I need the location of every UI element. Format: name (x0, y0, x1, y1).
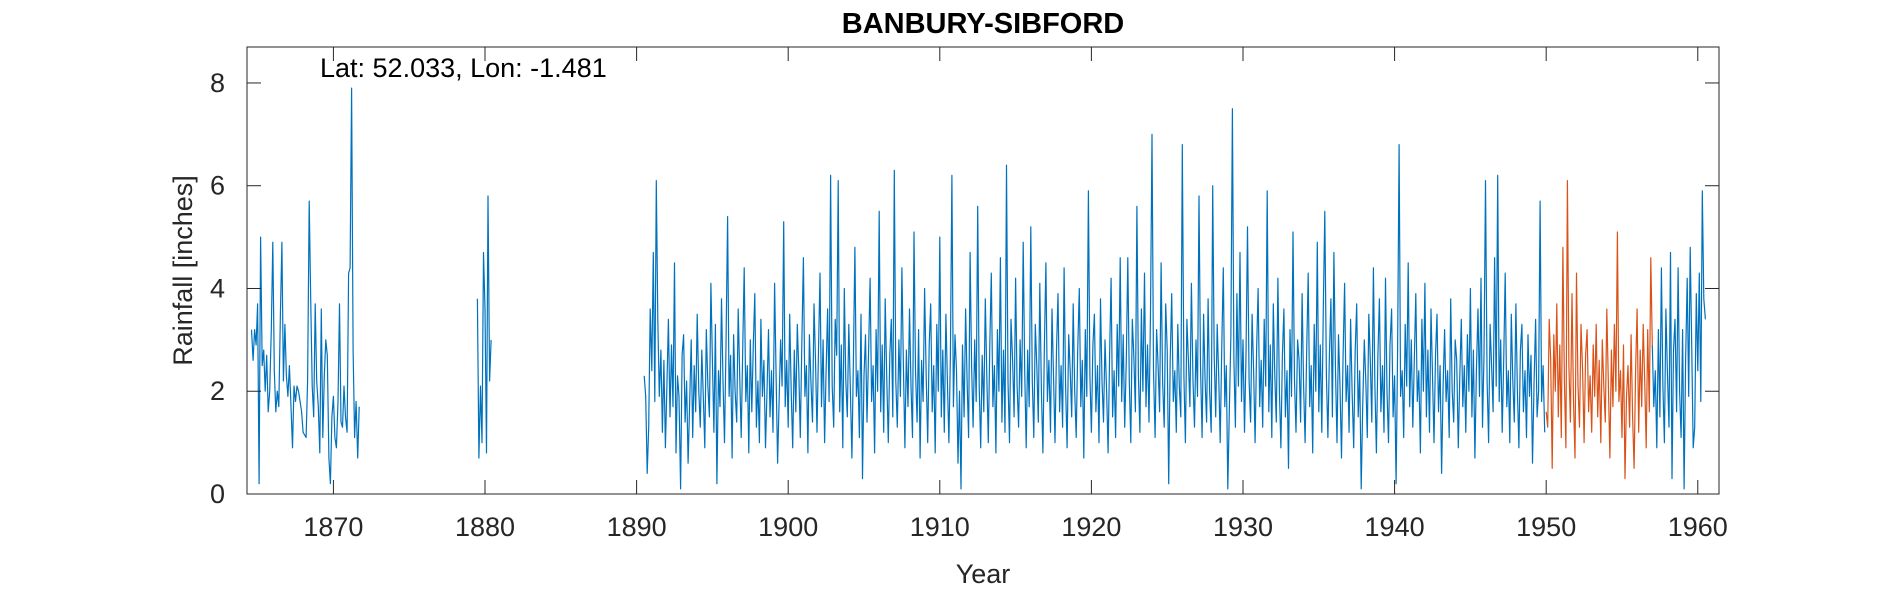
tick-layer: 1870 1880 1890 1900 1910 1920 1930 1940 1950 1960… (210, 47, 1728, 542)
x-tick-label-1910: 1910 (910, 512, 970, 542)
y-tick-label-6: 6 (210, 171, 225, 201)
x-tick-label-1890: 1890 (607, 512, 667, 542)
series-layer (250, 87, 1706, 490)
series-1-line-segment-4 (1651, 190, 1706, 490)
x-tick-label-1950: 1950 (1516, 512, 1576, 542)
series-1-line-segment-3 (643, 108, 1546, 490)
x-tick-label-1940: 1940 (1365, 512, 1425, 542)
y-tick-label-2: 2 (210, 376, 225, 406)
chart-title: BANBURY-SIBFORD (842, 8, 1124, 40)
x-axis-label: Year (956, 559, 1011, 589)
axes-box (246, 46, 1720, 495)
series-1-line-segment-2 (476, 195, 492, 459)
y-tick-label-4: 4 (210, 273, 225, 303)
y-axis-label: Rainfall [inches] (168, 175, 198, 366)
series-2-line-segment-1 (1545, 180, 1653, 480)
series-1-line-segment-1 (250, 87, 360, 485)
x-tick-label-1930: 1930 (1213, 512, 1273, 542)
y-tick-label-8: 8 (210, 68, 225, 98)
location-annotation: Lat: 52.033, Lon: -1.481 (320, 53, 607, 83)
y-tick-label-0: 0 (210, 479, 225, 509)
x-tick-label-1960: 1960 (1668, 512, 1728, 542)
x-tick-label-1900: 1900 (758, 512, 818, 542)
x-tick-label-1880: 1880 (455, 512, 515, 542)
x-tick-label-1920: 1920 (1061, 512, 1121, 542)
x-tick-label-1870: 1870 (303, 512, 363, 542)
